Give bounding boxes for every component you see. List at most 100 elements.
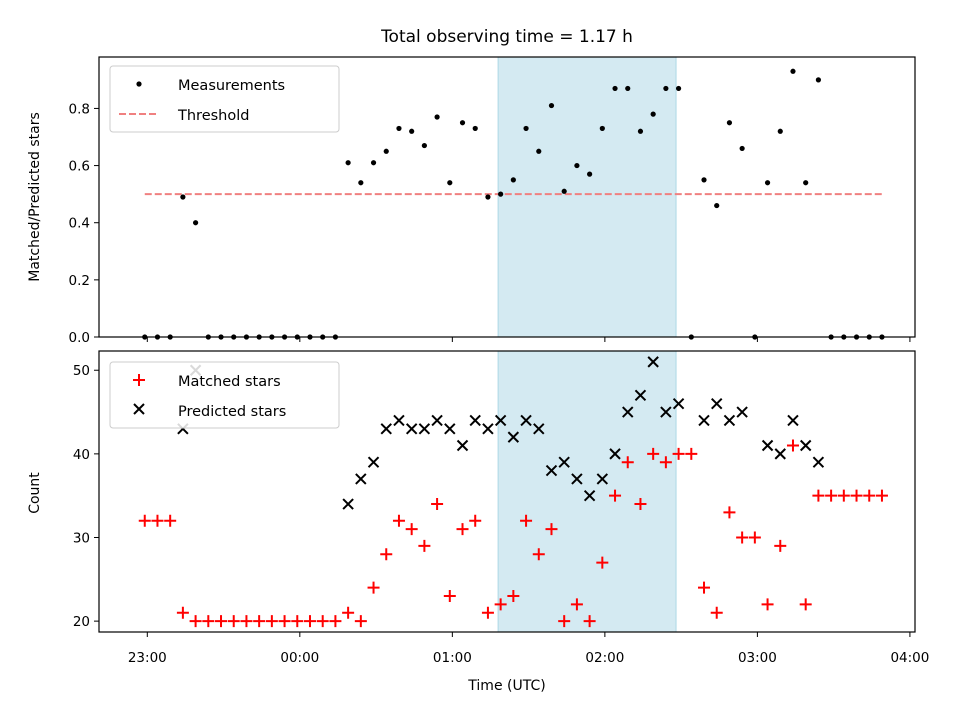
matched-point xyxy=(774,539,787,552)
measurement-point xyxy=(345,160,351,166)
measurement-point xyxy=(459,120,466,126)
matched-point xyxy=(532,548,545,561)
measurement-point xyxy=(599,125,605,132)
measurement-point xyxy=(180,194,186,200)
bottom-ylabel: Count xyxy=(27,472,43,514)
measurement-point xyxy=(523,125,529,132)
measurement-point xyxy=(739,145,745,152)
predicted-point xyxy=(761,439,774,452)
predicted-point xyxy=(367,456,380,468)
matched-point xyxy=(176,606,189,619)
predicted-point xyxy=(571,473,583,485)
predicted-point xyxy=(711,397,723,410)
measurement-point xyxy=(421,142,427,149)
top-legend: Measurements Threshold xyxy=(109,65,340,133)
measurement-point xyxy=(663,85,669,92)
y-tick-label: 50 xyxy=(73,363,90,379)
measurement-point xyxy=(447,180,453,186)
matched-point xyxy=(329,615,342,628)
matched-point xyxy=(672,447,685,460)
matched-point xyxy=(634,498,647,511)
matched-point xyxy=(863,489,876,502)
matched-point xyxy=(583,615,596,628)
matched-point xyxy=(545,523,558,536)
matched-point xyxy=(202,615,215,628)
legend-frame xyxy=(109,65,340,133)
matched-point xyxy=(164,514,177,527)
matched-point xyxy=(850,489,863,502)
matched-point xyxy=(367,581,380,594)
matched-point xyxy=(215,615,228,628)
predicted-point xyxy=(545,464,558,477)
predicted-point xyxy=(431,414,443,427)
measurement-point xyxy=(777,128,783,134)
matched-point xyxy=(596,556,609,569)
matched-point xyxy=(291,615,304,628)
measurement-point xyxy=(625,85,631,92)
matched-point xyxy=(837,489,850,502)
matched-point xyxy=(189,615,202,628)
measurement-point xyxy=(650,111,656,117)
measurement-point xyxy=(790,68,796,74)
measurement-point xyxy=(714,202,720,209)
measurement-point xyxy=(192,220,199,226)
measurement-point xyxy=(472,125,478,132)
measurement-point xyxy=(675,85,682,92)
predicted-point xyxy=(634,389,647,402)
matched-point xyxy=(380,548,393,561)
legend-label-predicted: Predicted stars xyxy=(178,404,286,420)
matched-point xyxy=(570,598,583,611)
matched-point xyxy=(278,615,291,628)
measurement-point xyxy=(701,177,707,183)
matched-point xyxy=(786,439,799,452)
y-tick-label: 0.2 xyxy=(69,273,90,289)
predicted-point xyxy=(596,473,609,485)
y-tick-label: 20 xyxy=(73,614,90,630)
predicted-point xyxy=(469,414,481,427)
matched-point xyxy=(469,514,482,527)
matched-point xyxy=(723,506,736,519)
x-tick-label: 02:00 xyxy=(585,650,624,666)
matched-point xyxy=(342,606,355,619)
matched-point xyxy=(520,514,533,527)
matched-point xyxy=(875,489,888,502)
predicted-point xyxy=(380,423,392,435)
legend-marker-matched xyxy=(133,374,145,386)
matched-point xyxy=(354,615,367,628)
y-tick-label: 0.0 xyxy=(69,330,90,346)
legend-frame xyxy=(109,361,340,429)
measurement-point xyxy=(434,114,440,120)
y-tick-label: 0.6 xyxy=(69,159,90,175)
x-tick-label: 03:00 xyxy=(738,650,777,666)
matched-point xyxy=(736,531,749,544)
predicted-point xyxy=(672,397,685,410)
matched-point xyxy=(761,598,774,611)
measurement-point xyxy=(637,128,644,134)
matched-point xyxy=(392,514,405,527)
legend-label-matched: Matched stars xyxy=(178,374,281,390)
matched-point xyxy=(227,615,240,628)
predicted-point xyxy=(736,406,748,418)
matched-point xyxy=(253,615,266,628)
predicted-point xyxy=(774,448,786,460)
highlight-span xyxy=(497,350,677,633)
measurement-point xyxy=(485,194,491,200)
measurement-point xyxy=(358,180,364,186)
predicted-point xyxy=(647,356,659,368)
predicted-point xyxy=(444,423,456,435)
measurement-point xyxy=(803,180,809,186)
measurement-point xyxy=(396,125,402,132)
legend-label-threshold: Threshold xyxy=(177,108,249,124)
y-tick-label: 30 xyxy=(73,530,90,546)
matched-point xyxy=(558,615,571,628)
x-tick-label: 23:00 xyxy=(128,650,167,666)
highlight-span xyxy=(497,56,677,338)
top-ylabel: Matched/Predicted stars xyxy=(27,112,43,282)
matched-point xyxy=(138,514,151,527)
measurement-point xyxy=(612,85,618,92)
predicted-point xyxy=(558,456,570,468)
predicted-point xyxy=(583,489,596,502)
measurement-point xyxy=(561,188,567,194)
legend-label-measurements: Measurements xyxy=(178,78,285,94)
matched-point xyxy=(621,456,634,469)
